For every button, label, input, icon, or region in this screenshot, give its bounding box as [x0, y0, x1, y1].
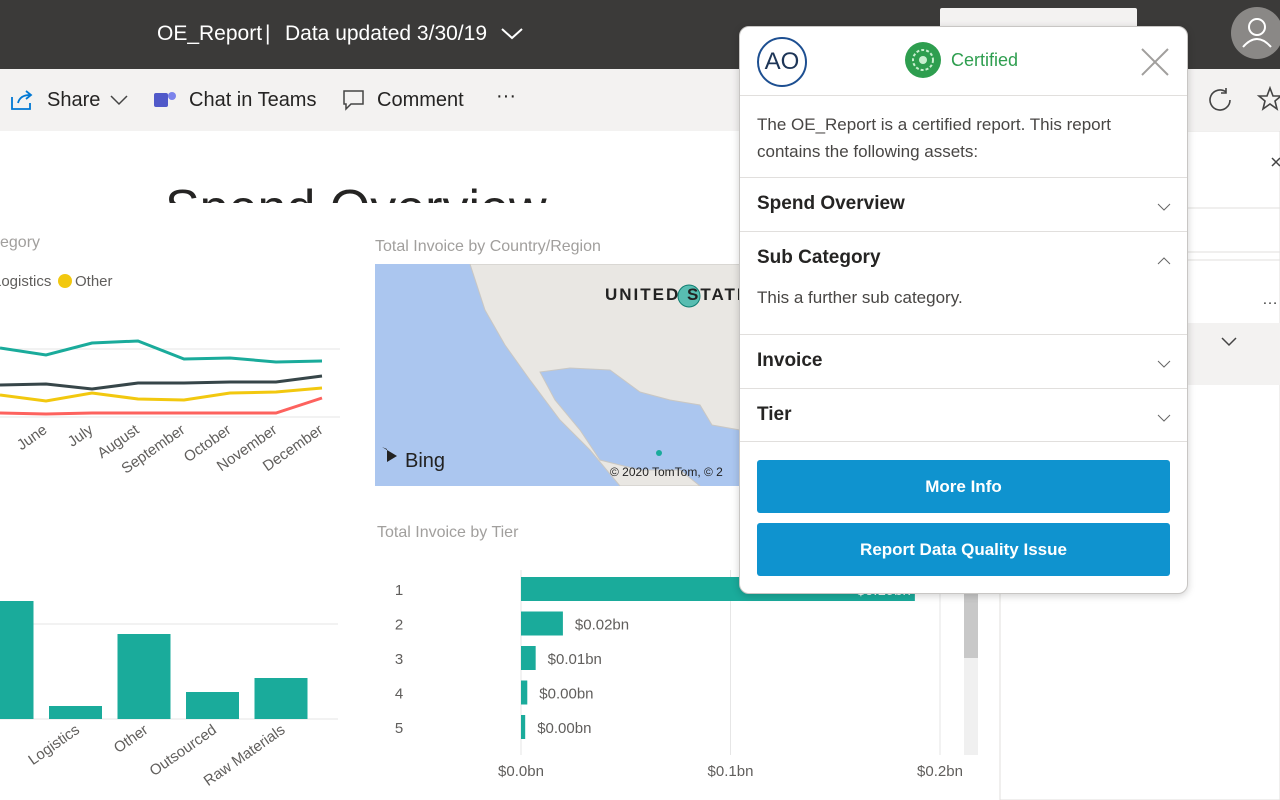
value-label: $0.00bn	[539, 686, 593, 703]
value-label: $0.00bn	[537, 720, 591, 737]
report-issue-button[interactable]: Report Data Quality Issue	[757, 523, 1170, 576]
legend-label: Logistics	[0, 273, 51, 290]
chart-title: Total Invoice by Tier	[377, 524, 519, 541]
certified-icon	[905, 42, 941, 78]
x-tick-label: $0.1bn	[708, 763, 754, 780]
report-name[interactable]: OE_Report	[157, 22, 263, 45]
section-title[interactable]: Spend Overview	[757, 193, 905, 214]
separator: |	[265, 22, 271, 45]
close-button[interactable]	[1140, 47, 1170, 77]
more-button[interactable]: ···	[496, 85, 516, 107]
certification-popup: AO Certified The OE_Report is a certifie…	[739, 26, 1188, 594]
bar	[186, 692, 239, 719]
comment-button[interactable]: Comment	[377, 89, 464, 111]
map-copyright: © 2020 TomTom, © 2	[610, 465, 723, 479]
x-tick-label: July	[65, 421, 97, 451]
y-tick-label: 4	[395, 686, 403, 703]
section-body: This a further sub category.	[757, 288, 963, 307]
chevron[interactable]	[500, 26, 524, 42]
logo: AO	[757, 37, 807, 87]
bing-icon	[382, 447, 397, 462]
bar	[521, 611, 563, 636]
map-logo: Bing	[405, 450, 445, 472]
section-title[interactable]: Sub Category	[757, 247, 881, 268]
map-title: Total Invoice by Country/Region	[375, 238, 601, 255]
accordion-section[interactable]: Invoice	[740, 334, 1187, 389]
x-tick-label: Logistics	[25, 721, 83, 768]
legend-label: Other	[75, 273, 113, 290]
bar	[49, 706, 102, 719]
filter-row[interactable]	[1188, 323, 1280, 385]
section-title[interactable]: Invoice	[757, 350, 823, 371]
bar	[521, 680, 528, 705]
bar	[521, 646, 536, 670]
bar	[521, 715, 526, 739]
y-tick-label: 1	[395, 582, 403, 599]
map-label: UNITED STATES	[605, 285, 764, 304]
avatar[interactable]	[1231, 7, 1280, 59]
x-tick-label: $0.2bn	[917, 763, 963, 780]
value-label: $0.01bn	[548, 651, 602, 668]
x-tick-label: $0.0bn	[498, 763, 544, 780]
bar	[254, 678, 308, 719]
line	[0, 374, 323, 391]
chat-button[interactable]: Chat in Teams	[189, 89, 317, 111]
line	[0, 386, 323, 403]
report-title: Spend Overview	[165, 180, 547, 238]
certified-label: Certified	[951, 50, 1019, 70]
bar	[117, 634, 171, 719]
y-tick-label: 3	[395, 651, 403, 668]
line	[0, 396, 323, 416]
y-tick-label: 2	[395, 617, 403, 634]
line	[0, 339, 323, 364]
bar	[0, 601, 34, 719]
chart-title: egory	[0, 234, 40, 251]
x-tick-label: June	[14, 421, 50, 454]
scrollbar-thumb[interactable]	[964, 590, 978, 658]
value-label: $0.02bn	[575, 617, 629, 634]
map	[375, 264, 740, 486]
more-info-button[interactable]: More Info	[757, 460, 1170, 513]
accordion-section[interactable]: Spend Overview	[740, 177, 1187, 232]
legend-marker	[58, 274, 72, 288]
more-icon[interactable]: …	[1262, 291, 1278, 308]
accordion-section[interactable]: Tier	[740, 388, 1187, 443]
accordion-section[interactable]: Sub Category This a further sub category.	[740, 231, 1187, 335]
share-button[interactable]: Share	[47, 89, 101, 111]
x-tick-label: Other	[111, 721, 151, 756]
updated[interactable]: Data updated 3/30/19	[285, 22, 488, 45]
description: The OE_Report is a certified report. Thi…	[757, 115, 1112, 161]
toolbar-icons[interactable]	[1208, 86, 1280, 114]
section-title[interactable]: Tier	[757, 404, 792, 425]
y-tick-label: 5	[395, 720, 403, 737]
